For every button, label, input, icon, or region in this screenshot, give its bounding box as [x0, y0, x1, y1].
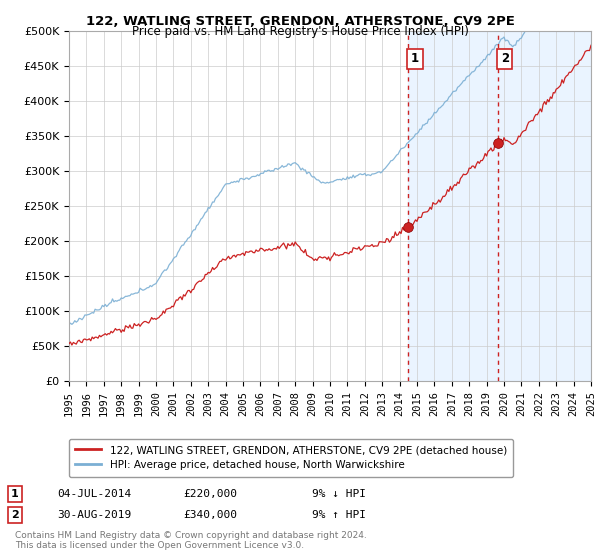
Text: 2: 2: [11, 510, 19, 520]
Text: 9% ↑ HPI: 9% ↑ HPI: [312, 510, 366, 520]
Text: 2: 2: [501, 52, 509, 66]
Bar: [408, 31, 591, 381]
Legend: 122, WATLING STREET, GRENDON, ATHERSTONE, CV9 2PE (detached house), HPI: Average: 122, WATLING STREET, GRENDON, ATHERSTONE…: [69, 438, 513, 477]
Text: 1: 1: [11, 489, 19, 499]
Text: Contains HM Land Registry data © Crown copyright and database right 2024.
This d: Contains HM Land Registry data © Crown c…: [15, 530, 367, 550]
Text: 04-JUL-2014: 04-JUL-2014: [57, 489, 131, 499]
Text: £340,000: £340,000: [183, 510, 237, 520]
Text: 9% ↓ HPI: 9% ↓ HPI: [312, 489, 366, 499]
Text: 30-AUG-2019: 30-AUG-2019: [57, 510, 131, 520]
Text: 122, WATLING STREET, GRENDON, ATHERSTONE, CV9 2PE: 122, WATLING STREET, GRENDON, ATHERSTONE…: [86, 15, 514, 27]
Text: £220,000: £220,000: [183, 489, 237, 499]
Text: Price paid vs. HM Land Registry's House Price Index (HPI): Price paid vs. HM Land Registry's House …: [131, 25, 469, 38]
Text: 1: 1: [411, 52, 419, 66]
